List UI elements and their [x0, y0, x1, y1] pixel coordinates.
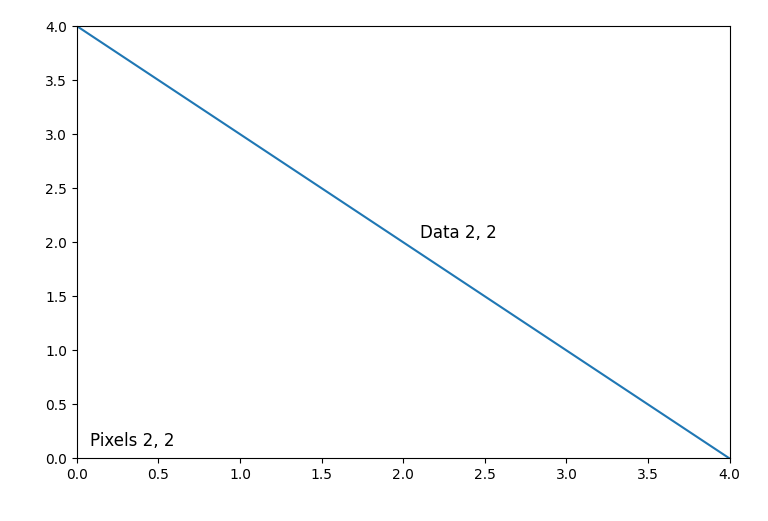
Text: Pixels 2, 2: Pixels 2, 2: [90, 432, 174, 450]
Text: Data 2, 2: Data 2, 2: [419, 224, 496, 242]
